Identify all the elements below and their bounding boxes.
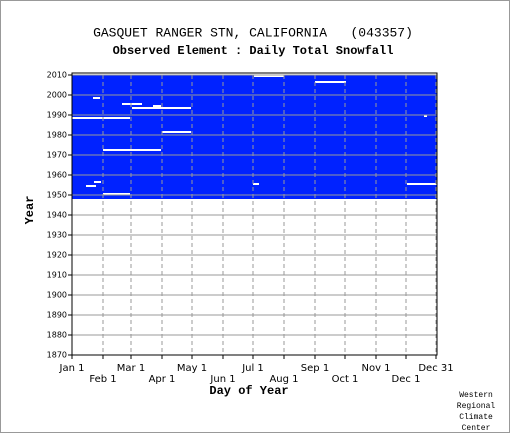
chart-subtitle: Observed Element : Daily Total Snowfall (113, 44, 394, 58)
y-tick-label: 1930 (47, 231, 67, 240)
missing-gap (72, 117, 130, 119)
y-tick-label: 1980 (47, 131, 67, 140)
missing-gap (162, 131, 191, 133)
y-tick-label: 1910 (47, 271, 67, 280)
y-tick-label: 1890 (47, 311, 67, 320)
x-tick-label: May 1 (177, 363, 207, 374)
x-tick-label: Oct 1 (332, 374, 359, 385)
chart-title: GASQUET RANGER STN, CALIFORNIA (043357) (93, 25, 413, 40)
missing-gap (315, 81, 346, 83)
x-tick-label: Jul 1 (241, 363, 264, 374)
x-tick-label: Feb 1 (89, 374, 116, 385)
plot: 1870 1880 1890 1900 1910 1920 1930 1940 1950 1960… (47, 71, 454, 386)
x-axis-label: Day of Year (209, 384, 288, 398)
plot-border (71, 72, 438, 356)
x-tick-label: Sep 1 (301, 363, 329, 374)
y-axis-label: Year (23, 196, 37, 225)
y-tick-label: 1920 (47, 251, 67, 260)
x-tick-label: Aug 1 (269, 374, 298, 385)
missing-gap (407, 183, 437, 185)
credit-line: Western (459, 391, 493, 400)
y-tick-label: 1940 (47, 211, 67, 220)
y-tick-label: 1880 (47, 331, 67, 340)
y-tick-label: 1970 (47, 151, 67, 160)
missing-gap (103, 193, 130, 195)
credit-line: Regional (457, 402, 496, 411)
y-tick-label: 1960 (47, 171, 67, 180)
missing-gap (94, 181, 101, 183)
y-tick-label: 1990 (47, 111, 67, 120)
x-tick-label: Dec 31 (418, 363, 453, 374)
missing-gap (424, 115, 427, 117)
x-tick-label: Jun 1 (209, 374, 235, 385)
missing-gap (122, 103, 142, 105)
missing-gap (254, 75, 284, 77)
y-tick-label: 2000 (47, 91, 67, 100)
x-tick-label: Nov 1 (361, 363, 390, 374)
missing-gap (103, 149, 161, 151)
y-tick-label: 1900 (47, 291, 67, 300)
missing-gap (153, 105, 161, 107)
missing-gap (253, 183, 259, 185)
credit-line: Center (462, 424, 491, 433)
y-tick-label: 1950 (47, 191, 67, 200)
data-block (72, 75, 437, 199)
x-tick-label: Apr 1 (149, 374, 176, 385)
y-tick-label: 1870 (47, 351, 67, 360)
missing-gap (132, 107, 191, 109)
x-tick-label: Mar 1 (117, 363, 145, 374)
x-tick-label: Jan 1 (59, 363, 85, 374)
missing-gap (93, 97, 100, 99)
credit-line: Climate (459, 413, 493, 422)
missing-gap (86, 185, 96, 187)
y-tick-label: 2010 (47, 71, 67, 80)
x-tick-label: Dec 1 (392, 374, 421, 385)
